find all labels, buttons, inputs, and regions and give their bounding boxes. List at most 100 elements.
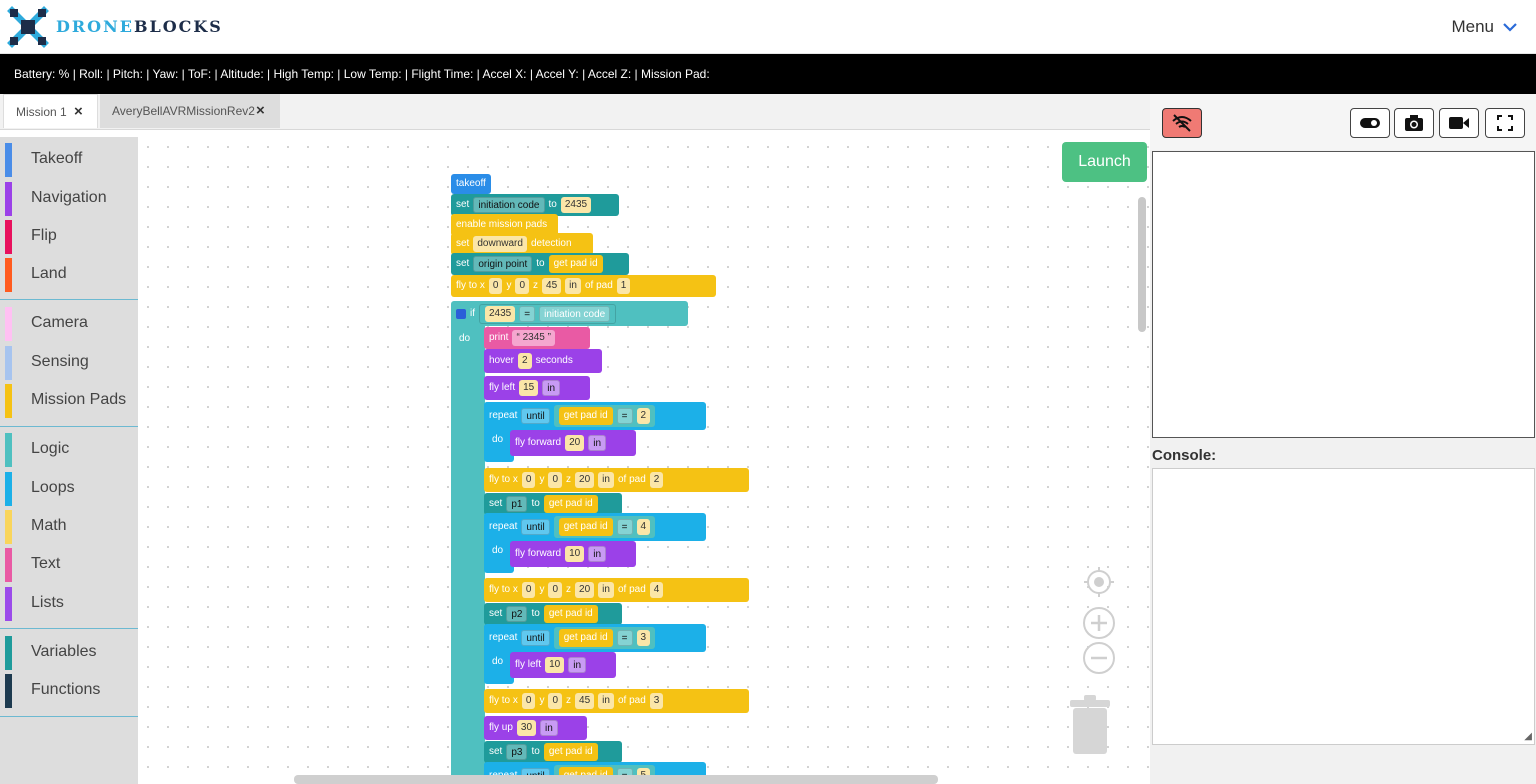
trash-icon[interactable] bbox=[1068, 694, 1112, 756]
takeoff-block[interactable]: takeoff bbox=[451, 174, 491, 194]
number-field[interactable]: 4 bbox=[649, 582, 664, 598]
menu-button[interactable]: Menu bbox=[1451, 17, 1518, 37]
number-field[interactable]: 3 bbox=[649, 693, 664, 709]
get-pad-id-block[interactable]: get pad id bbox=[543, 495, 598, 513]
loop-mode-dropdown[interactable]: until bbox=[521, 519, 550, 535]
number-field[interactable]: 2 bbox=[636, 408, 651, 424]
variable-dropdown[interactable]: p1 bbox=[506, 496, 528, 512]
get-pad-id-block[interactable]: get pad id bbox=[543, 605, 598, 623]
number-field[interactable]: 2435 bbox=[560, 197, 592, 213]
number-field[interactable]: 0 bbox=[521, 582, 536, 598]
brand-name[interactable]: DRONEBLOCKS bbox=[56, 17, 223, 36]
number-field[interactable]: 20 bbox=[565, 435, 585, 451]
variable-dropdown[interactable]: p3 bbox=[506, 744, 528, 760]
number-field[interactable]: 0 bbox=[548, 693, 563, 709]
unit-dropdown[interactable]: in bbox=[598, 472, 614, 488]
operator-dropdown[interactable]: = bbox=[519, 305, 536, 322]
wifi-off-button[interactable] bbox=[1162, 108, 1202, 138]
loop-mode-dropdown[interactable]: until bbox=[521, 630, 550, 646]
enable-mission-pads-block[interactable]: enable mission pads bbox=[451, 214, 558, 236]
fly-to-block[interactable]: fly to x 0 y 0 z 20 in of pad 4 bbox=[484, 578, 749, 602]
category-camera[interactable]: Camera bbox=[0, 304, 138, 341]
unit-dropdown[interactable]: in bbox=[542, 380, 561, 396]
number-field[interactable]: 2 bbox=[649, 472, 664, 488]
operator-dropdown[interactable]: = bbox=[616, 519, 633, 535]
horizontal-scrollbar[interactable] bbox=[294, 775, 938, 784]
fly-to-block[interactable]: fly to x 0 y 0 z 45 in of pad 3 bbox=[484, 689, 749, 713]
variable-dropdown[interactable]: initiation code bbox=[539, 305, 611, 322]
category-text[interactable]: Text bbox=[0, 545, 138, 582]
fly-left-block[interactable]: fly left 10 in bbox=[510, 652, 616, 678]
set-detection-block[interactable]: set downward detection bbox=[451, 233, 593, 255]
number-field[interactable]: 0 bbox=[521, 472, 536, 488]
category-lists[interactable]: Lists bbox=[0, 584, 138, 621]
if-block[interactable]: if 2435 = initiation code bbox=[451, 301, 688, 326]
number-field[interactable]: 20 bbox=[575, 472, 595, 488]
compare-block[interactable]: get pad id = 3 bbox=[553, 627, 656, 649]
zoom-in-icon[interactable] bbox=[1082, 606, 1116, 640]
text-field[interactable]: “ 2345 ” bbox=[512, 330, 555, 346]
zoom-out-icon[interactable] bbox=[1082, 641, 1116, 675]
fly-to-block[interactable]: fly to x 0 y 0 z 45 in of pad 1 bbox=[451, 275, 716, 297]
category-variables[interactable]: Variables bbox=[0, 633, 138, 670]
tab-averybell-mission[interactable]: AveryBellAVRMissionRev2 × bbox=[100, 94, 280, 128]
variable-dropdown[interactable]: origin point bbox=[473, 256, 533, 272]
recenter-icon[interactable] bbox=[1082, 565, 1116, 599]
console-output[interactable] bbox=[1152, 468, 1535, 745]
compare-block[interactable]: get pad id = 4 bbox=[553, 516, 656, 538]
unit-dropdown[interactable]: in bbox=[598, 693, 614, 709]
number-field[interactable]: 30 bbox=[516, 720, 537, 736]
resize-grip-icon[interactable]: ◢ bbox=[1524, 731, 1532, 742]
fly-forward-block[interactable]: fly forward 10 in bbox=[510, 541, 636, 567]
get-pad-id-block[interactable]: get pad id bbox=[558, 629, 613, 647]
number-field[interactable]: 10 bbox=[545, 657, 565, 673]
unit-dropdown[interactable]: in bbox=[565, 278, 581, 294]
number-field[interactable]: 2 bbox=[518, 353, 532, 369]
number-field[interactable]: 0 bbox=[515, 278, 530, 294]
number-field[interactable]: 4 bbox=[636, 519, 651, 535]
compare-block[interactable]: get pad id = 2 bbox=[553, 405, 656, 427]
number-field[interactable]: 0 bbox=[548, 472, 563, 488]
loop-mode-dropdown[interactable]: until bbox=[521, 408, 550, 424]
fullscreen-button[interactable] bbox=[1485, 108, 1525, 138]
launch-button[interactable]: Launch bbox=[1062, 142, 1147, 182]
category-mission-pads[interactable]: Mission Pads bbox=[0, 381, 138, 418]
set-variable-block[interactable]: set initiation code to 2435 bbox=[451, 194, 619, 216]
print-block[interactable]: print “ 2345 ” bbox=[484, 327, 590, 349]
close-icon[interactable]: × bbox=[74, 103, 83, 120]
number-field[interactable]: 15 bbox=[519, 380, 539, 396]
category-loops[interactable]: Loops bbox=[0, 469, 138, 506]
set-variable-block[interactable]: set p2 to get pad id bbox=[484, 603, 622, 625]
operator-dropdown[interactable]: = bbox=[616, 630, 633, 646]
blocks-workspace[interactable]: takeoff set initiation code to 2435 enab… bbox=[138, 137, 1150, 784]
fly-forward-block[interactable]: fly forward 20 in bbox=[510, 430, 636, 456]
unit-dropdown[interactable]: in bbox=[540, 720, 558, 736]
category-land[interactable]: Land bbox=[0, 255, 138, 292]
number-field[interactable]: 0 bbox=[521, 693, 536, 709]
unit-dropdown[interactable]: in bbox=[588, 546, 607, 562]
unit-dropdown[interactable]: in bbox=[568, 657, 587, 673]
toggle-button[interactable] bbox=[1350, 108, 1390, 138]
number-field[interactable]: 10 bbox=[565, 546, 585, 562]
number-field[interactable]: 0 bbox=[488, 278, 503, 294]
tab-mission-1[interactable]: Mission 1 × bbox=[3, 94, 98, 128]
number-field[interactable]: 45 bbox=[542, 278, 562, 294]
number-field[interactable]: 45 bbox=[575, 693, 595, 709]
get-pad-id-block[interactable]: get pad id bbox=[558, 407, 613, 425]
variable-dropdown[interactable]: initiation code bbox=[473, 197, 545, 213]
fly-up-block[interactable]: fly up 30 in bbox=[484, 716, 587, 740]
repeat-until-block[interactable]: repeat until get pad id = 2 bbox=[484, 402, 706, 430]
number-field[interactable]: 2435 bbox=[485, 305, 516, 322]
unit-dropdown[interactable]: in bbox=[598, 582, 614, 598]
number-field[interactable]: 20 bbox=[575, 582, 595, 598]
record-video-button[interactable] bbox=[1439, 108, 1479, 138]
hover-block[interactable]: hover 2 seconds bbox=[484, 349, 602, 373]
droneblocks-logo-icon[interactable] bbox=[6, 5, 50, 49]
unit-dropdown[interactable]: in bbox=[588, 435, 607, 451]
category-functions[interactable]: Functions bbox=[0, 671, 138, 708]
get-pad-id-block[interactable]: get pad id bbox=[558, 518, 613, 536]
vertical-scrollbar[interactable] bbox=[1138, 197, 1146, 332]
operator-dropdown[interactable]: = bbox=[616, 408, 633, 424]
repeat-until-block[interactable]: repeat until get pad id = 4 bbox=[484, 513, 706, 541]
category-flip[interactable]: Flip bbox=[0, 217, 138, 254]
